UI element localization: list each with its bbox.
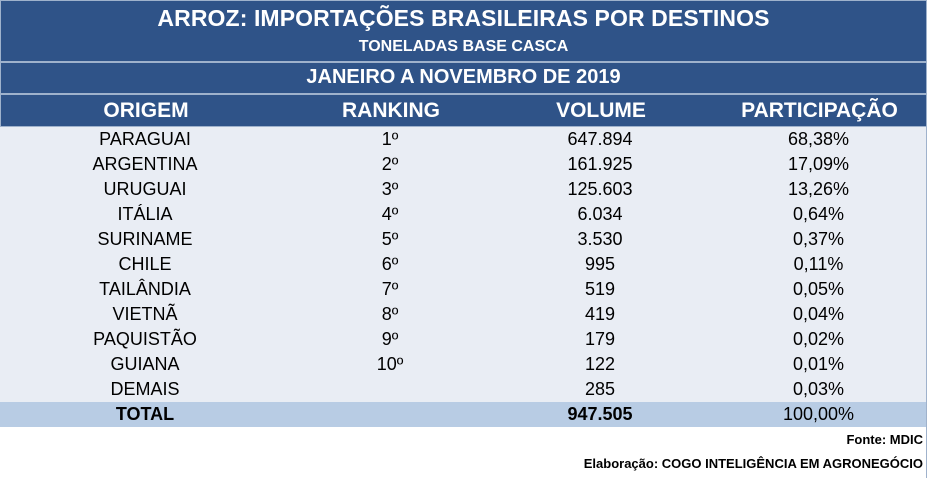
cell-ranking: 10º (376, 354, 404, 374)
table-row: PAQUISTÃO 9º 179 0,02% (0, 327, 927, 352)
cell-ranking: 2º (381, 154, 399, 174)
header-volume: VOLUME (556, 99, 646, 122)
cell-participacao: 0,11% (793, 254, 844, 274)
total-row: TOTAL 947.505 100,00% (0, 402, 927, 427)
table-row: PARAGUAI 1º 647.894 68,38% (0, 127, 927, 152)
table-row: DEMAIS 285 0,03% (0, 377, 927, 402)
cell-ranking: 4º (381, 204, 399, 224)
cell-volume: 179 (584, 329, 616, 349)
cell-ranking: 8º (381, 304, 399, 324)
total-label: TOTAL (115, 404, 175, 424)
table-row: ARGENTINA 2º 161.925 17,09% (0, 152, 927, 177)
cell-participacao: 0,04% (792, 304, 845, 324)
table-header-row: ORIGEM RANKING VOLUME PARTICIPAÇÃO (0, 94, 927, 127)
cell-origem: PARAGUAI (99, 129, 191, 149)
table-title: ARROZ: IMPORTAÇÕES BRASILEIRAS POR DESTI… (157, 5, 770, 31)
cell-volume: 3.530 (577, 229, 623, 249)
cell-participacao: 0,02% (792, 329, 845, 349)
cell-volume: 6.034 (577, 204, 623, 224)
cell-origem: DEMAIS (110, 379, 180, 399)
cell-participacao: 13,26% (787, 179, 850, 199)
total-volume: 947.505 (567, 404, 633, 424)
table-row: VIETNÃ 8º 419 0,04% (0, 302, 927, 327)
table-right-border (926, 0, 927, 478)
cell-origem: CHILE (118, 254, 172, 274)
table-subtitle: TONELADAS BASE CASCA (358, 38, 569, 55)
total-participacao: 100,00% (782, 404, 855, 424)
cell-ranking: 6º (381, 254, 399, 274)
table-row: SURINAME 5º 3.530 0,37% (0, 227, 927, 252)
cell-origem: ITÁLIA (117, 204, 173, 224)
cell-participacao: 0,05% (792, 279, 845, 299)
credit-note: Elaboração: COGO INTELIGÊNCIA EM AGRONEG… (583, 456, 923, 471)
title-block: ARROZ: IMPORTAÇÕES BRASILEIRAS POR DESTI… (0, 0, 927, 62)
cell-participacao: 0,64% (792, 204, 845, 224)
cell-origem: SURINAME (97, 229, 193, 249)
cell-participacao: 0,03% (792, 379, 845, 399)
cell-volume: 647.894 (567, 129, 633, 149)
cell-ranking: 3º (381, 179, 399, 199)
cell-origem: VIETNÃ (112, 304, 178, 324)
table-row: CHILE 6º 995 0,11% (0, 252, 927, 277)
header-participacao: PARTICIPAÇÃO (741, 99, 898, 122)
cell-volume: 122 (584, 354, 616, 374)
cell-ranking: 7º (381, 279, 399, 299)
cell-ranking: 1º (381, 129, 399, 149)
cell-volume: 995 (584, 254, 616, 274)
source-note: Fonte: MDIC (846, 432, 923, 447)
cell-origem: ARGENTINA (92, 154, 198, 174)
cell-volume: 285 (584, 379, 616, 399)
cell-ranking: 5º (381, 229, 399, 249)
header-ranking: RANKING (342, 99, 440, 122)
header-origem: ORIGEM (103, 99, 189, 122)
table-row: TAILÂNDIA 7º 519 0,05% (0, 277, 927, 302)
cell-volume: 419 (584, 304, 616, 324)
cell-origem: GUIANA (110, 354, 180, 374)
cell-volume: 125.603 (567, 179, 633, 199)
period-label: JANEIRO A NOVEMBRO DE 2019 (306, 66, 621, 88)
cell-origem: TAILÂNDIA (99, 279, 191, 299)
cell-participacao: 0,37% (792, 229, 845, 249)
cell-origem: URUGUAI (103, 179, 187, 199)
period-block: JANEIRO A NOVEMBRO DE 2019 (0, 62, 927, 94)
cell-ranking: 9º (381, 329, 399, 349)
cell-volume: 161.925 (567, 154, 633, 174)
table-row: GUIANA 10º 122 0,01% (0, 352, 927, 377)
table-row: URUGUAI 3º 125.603 13,26% (0, 177, 927, 202)
cell-participacao: 17,09% (787, 154, 850, 174)
cell-participacao: 0,01% (792, 354, 845, 374)
table-row: ITÁLIA 4º 6.034 0,64% (0, 202, 927, 227)
cell-volume: 519 (584, 279, 616, 299)
cell-participacao: 68,38% (787, 129, 850, 149)
table-body: PARAGUAI 1º 647.894 68,38% ARGENTINA 2º … (0, 127, 927, 402)
cell-origem: PAQUISTÃO (93, 329, 197, 349)
